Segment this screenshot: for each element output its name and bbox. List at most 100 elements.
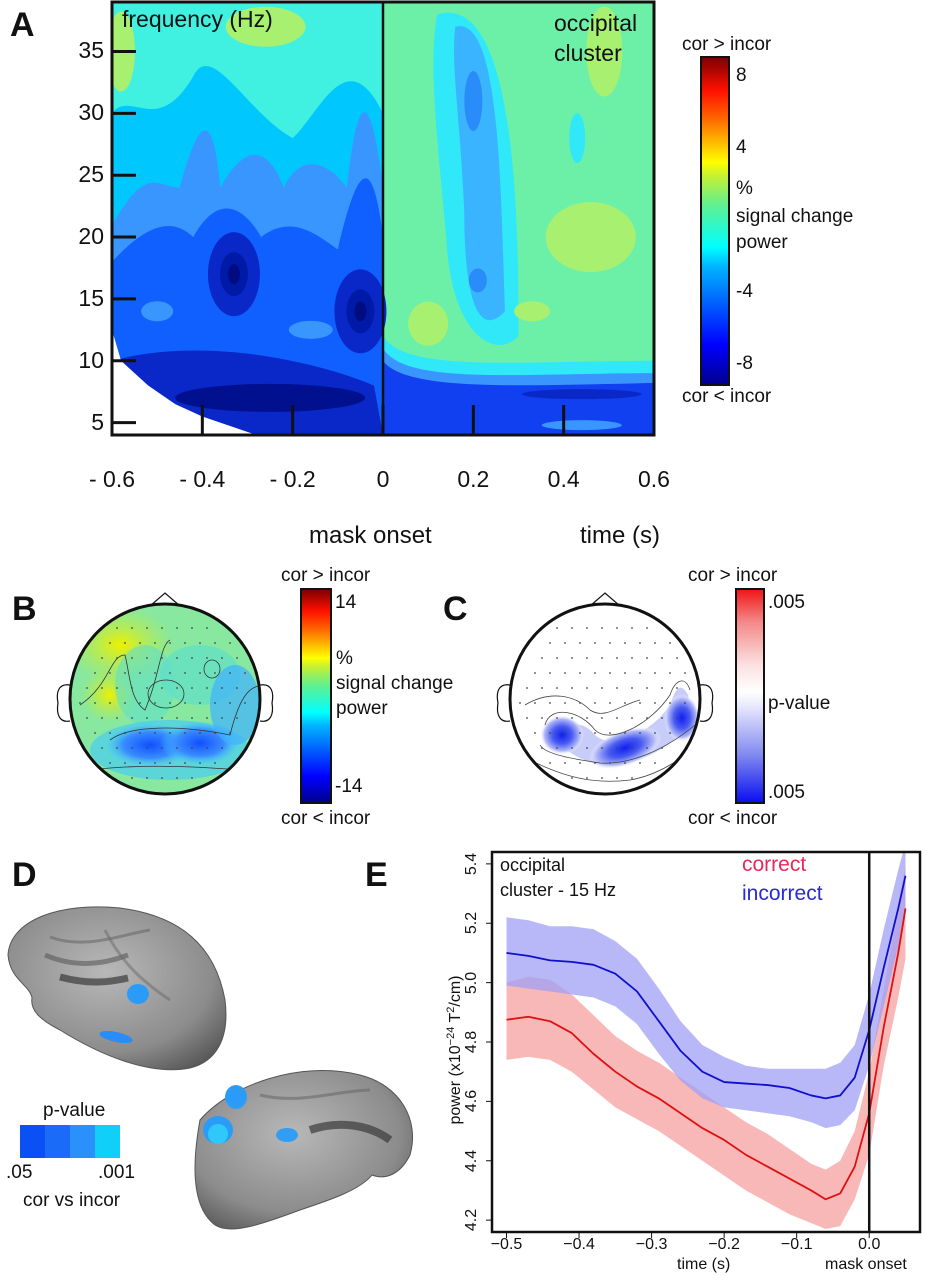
electrode-dot	[94, 702, 96, 704]
electrode-dot	[169, 732, 171, 734]
electrode-dot	[206, 687, 208, 689]
heatmap-contour	[141, 301, 174, 322]
nose-icon	[149, 592, 181, 607]
electrode-dot	[526, 687, 528, 689]
electrode-dot	[139, 642, 141, 644]
electrode-dot	[661, 657, 663, 659]
colorbar-a-tick-label: -8	[736, 353, 753, 374]
electrode-dot	[601, 777, 603, 779]
electrode-dot	[646, 717, 648, 719]
electrode-dot	[131, 627, 133, 629]
x-tick-label: 0.2	[457, 466, 490, 492]
panel-a-x-annotation: mask onset	[309, 522, 432, 549]
electrode-dot	[206, 747, 208, 749]
panel-a-title-line1: occipital	[554, 10, 638, 36]
panel-label-e: E	[365, 856, 388, 894]
electrode-dot	[594, 732, 596, 734]
x-tick-label: 0	[376, 466, 390, 492]
heatmap-contour	[468, 268, 487, 293]
electrode-dot	[176, 747, 178, 749]
electrode-dot	[631, 657, 633, 659]
y-tick-label: 5.2	[463, 912, 480, 935]
electrode-dot	[556, 747, 558, 749]
electrode-dot	[161, 747, 163, 749]
electrode-dot	[206, 657, 208, 659]
electrode-dot	[646, 687, 648, 689]
electrode-dot	[124, 762, 126, 764]
legend-swatch-4	[95, 1125, 120, 1158]
electrode-dot	[624, 762, 626, 764]
panel-label-a: A	[10, 6, 35, 44]
y-tick-label: 15	[78, 284, 104, 311]
legend-incorrect: incorrect	[742, 882, 823, 905]
electrode-dot	[579, 672, 581, 674]
heatmap-contour	[112, 11, 136, 92]
electrode-dot	[131, 717, 133, 719]
electrode-dot	[684, 702, 686, 704]
y-tick-label: 5.0	[463, 971, 480, 994]
electrode-dot	[624, 732, 626, 734]
heatmap-contour	[408, 301, 449, 346]
electrode-dot	[109, 642, 111, 644]
electrode-dot	[631, 717, 633, 719]
electrode-dot	[586, 687, 588, 689]
electrode-dot	[541, 717, 543, 719]
electrode-dot	[191, 627, 193, 629]
electrode-dot	[101, 717, 103, 719]
electrode-dot	[624, 642, 626, 644]
electrode-dot	[169, 642, 171, 644]
y-tick-label: 4.4	[463, 1149, 480, 1172]
electrode-dot	[654, 702, 656, 704]
electrode-dot	[594, 702, 596, 704]
electrode-dot	[101, 687, 103, 689]
electrode-dot	[661, 687, 663, 689]
heatmap-contour	[175, 383, 366, 412]
electrode-dot	[116, 717, 118, 719]
electrode-dot	[541, 687, 543, 689]
electrode-dot	[564, 732, 566, 734]
electrode-dot	[221, 657, 223, 659]
electrode-dot	[169, 762, 171, 764]
electrode-dot	[116, 747, 118, 749]
electrode-dot	[109, 732, 111, 734]
electrode-dot	[639, 762, 641, 764]
colorbar-b-top-label: cor > incor	[281, 565, 371, 586]
electrode-dot	[609, 672, 611, 674]
electrode-dot	[556, 717, 558, 719]
electrode-dot	[676, 657, 678, 659]
heatmap-contour	[288, 320, 333, 339]
electrode-dot	[199, 642, 201, 644]
right-ear-icon	[699, 684, 714, 722]
x-tick-label: −0.5	[490, 1236, 523, 1253]
electrode-dot	[639, 702, 641, 704]
electrode-dot	[631, 687, 633, 689]
legend-swatch-1	[20, 1125, 45, 1158]
electrode-dot	[676, 687, 678, 689]
heatmap-contour	[383, 360, 654, 435]
electrode-dot	[526, 717, 528, 719]
legend-correct: correct	[742, 853, 807, 876]
electrode-dot	[131, 777, 133, 779]
heatmap-contour	[586, 6, 623, 97]
electrode-dot	[616, 627, 618, 629]
heatmap-contour	[521, 389, 642, 400]
electrode-dot	[199, 762, 201, 764]
electrode-dot	[221, 687, 223, 689]
x-tick-label: −0.3	[635, 1236, 668, 1253]
panel-d-legend-swatches	[20, 1125, 120, 1158]
electrode-dot	[601, 687, 603, 689]
legend-swatch-3	[70, 1125, 95, 1158]
electrode-dot	[571, 747, 573, 749]
panel-b-topography	[56, 592, 274, 796]
electrode-dot	[616, 747, 618, 749]
electrode-dot	[199, 732, 201, 734]
electrode-dot	[109, 702, 111, 704]
electrode-dot	[669, 672, 671, 674]
panel-a-heatmap	[110, 0, 656, 437]
electrode-dot	[624, 702, 626, 704]
electrode-dot	[594, 672, 596, 674]
electrode-dot	[571, 777, 573, 779]
electrode-dot	[556, 657, 558, 659]
colorbar-b	[300, 588, 332, 804]
colorbar-a-unit-1: %	[736, 178, 753, 199]
